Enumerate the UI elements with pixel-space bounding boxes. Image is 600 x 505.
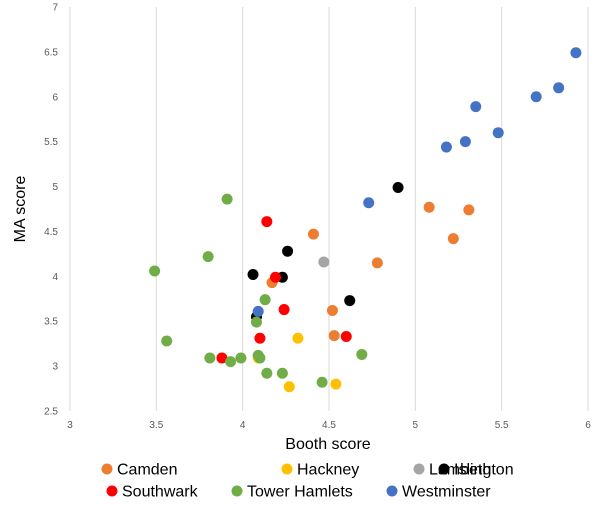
data-point xyxy=(278,304,290,316)
legend-marker xyxy=(101,463,113,475)
x-tick-label: 5 xyxy=(413,420,419,431)
legend-item-westminster: Westminster xyxy=(386,484,491,501)
legend-label: Islington xyxy=(454,462,514,479)
data-point xyxy=(250,316,262,328)
legend-marker xyxy=(106,485,118,497)
legend-label: Westminster xyxy=(402,484,491,501)
series-lambeth xyxy=(318,256,330,268)
data-point xyxy=(363,197,375,209)
data-point xyxy=(307,228,319,240)
legend-item-islington: Islington xyxy=(438,462,514,479)
series-tower-hamlets xyxy=(149,193,368,388)
legend-item-hackney: Hackney xyxy=(281,462,359,479)
data-point xyxy=(204,352,216,364)
y-tick-label: 5.5 xyxy=(44,137,58,148)
data-point xyxy=(423,201,435,213)
data-point xyxy=(225,356,237,368)
data-point xyxy=(235,352,247,364)
y-tick-label: 3.5 xyxy=(44,317,58,328)
legend-label: Lambeth xyxy=(429,462,491,479)
data-point xyxy=(371,257,383,269)
x-tick-label: 6 xyxy=(585,420,591,431)
y-tick-label: 6.5 xyxy=(44,47,58,58)
data-point xyxy=(470,101,482,113)
legend-item-camden: Camden xyxy=(101,462,177,479)
y-tick-label: 2.5 xyxy=(44,407,58,418)
data-point xyxy=(283,381,295,393)
legend-label: Hackney xyxy=(297,462,359,479)
data-point xyxy=(252,305,264,317)
data-point xyxy=(392,181,404,193)
y-tick-label: 5 xyxy=(52,182,58,193)
data-point xyxy=(161,335,173,347)
data-point xyxy=(202,251,214,263)
legend-item-tower-hamlets: Tower Hamlets xyxy=(231,484,353,501)
data-point xyxy=(261,216,273,228)
data-points xyxy=(149,47,582,393)
legend-marker xyxy=(231,485,243,497)
data-point xyxy=(340,330,352,342)
data-point xyxy=(463,204,475,216)
legend-marker xyxy=(438,463,450,475)
legend-marker xyxy=(413,463,425,475)
x-axis-title: Booth score xyxy=(285,436,370,453)
data-point xyxy=(316,376,328,388)
y-tick-label: 4.5 xyxy=(44,227,58,238)
data-point xyxy=(326,304,338,316)
x-tick-label: 3 xyxy=(67,420,73,431)
legend-marker xyxy=(281,463,293,475)
y-tick-label: 4 xyxy=(52,272,58,283)
legend-label: Southwark xyxy=(122,484,199,501)
x-tick-label: 5.5 xyxy=(495,420,509,431)
y-tick-labels: 2.5 3 3.5 4 4.5 5 5.5 6 6.5 7 xyxy=(44,3,58,418)
data-point xyxy=(216,352,228,364)
data-point xyxy=(254,352,266,364)
legend-label: Camden xyxy=(117,462,177,479)
data-point xyxy=(292,332,304,344)
x-tick-label: 3.5 xyxy=(149,420,163,431)
legend-item-southwark: Southwark xyxy=(106,484,199,501)
data-point xyxy=(318,256,330,268)
data-point xyxy=(356,348,368,360)
data-point xyxy=(459,136,471,148)
y-tick-label: 7 xyxy=(52,3,58,14)
data-point xyxy=(553,82,565,94)
legend-item-lambeth: Lambeth xyxy=(413,462,491,479)
data-point xyxy=(269,271,281,283)
data-point xyxy=(282,245,294,257)
data-point xyxy=(344,295,356,307)
data-point xyxy=(247,269,259,281)
x-tick-label: 4 xyxy=(240,420,246,431)
data-point xyxy=(492,127,504,139)
data-point xyxy=(259,294,271,306)
data-point xyxy=(254,332,266,344)
y-tick-label: 6 xyxy=(52,92,58,103)
series-southwark xyxy=(216,216,352,364)
data-point xyxy=(328,330,340,342)
x-tick-label: 4.5 xyxy=(322,420,336,431)
legend-marker xyxy=(386,485,398,497)
series-islington xyxy=(247,181,404,323)
data-point xyxy=(261,367,273,379)
series-westminster xyxy=(252,47,582,317)
x-tick-labels: 3 3.5 4 4.5 5 5.5 6 xyxy=(67,420,591,431)
series-hackney xyxy=(252,332,342,393)
data-point xyxy=(330,378,342,390)
gridlines xyxy=(69,7,589,411)
data-point xyxy=(447,233,459,245)
series-camden xyxy=(266,201,475,342)
y-tick-label: 3 xyxy=(52,362,58,373)
data-point xyxy=(149,265,161,277)
data-point xyxy=(221,193,233,205)
y-axis-title: MA score xyxy=(12,176,29,243)
data-point xyxy=(276,367,288,379)
data-point xyxy=(570,47,582,59)
data-point xyxy=(440,141,452,153)
data-point xyxy=(530,91,542,103)
legend-label: Tower Hamlets xyxy=(247,484,353,501)
